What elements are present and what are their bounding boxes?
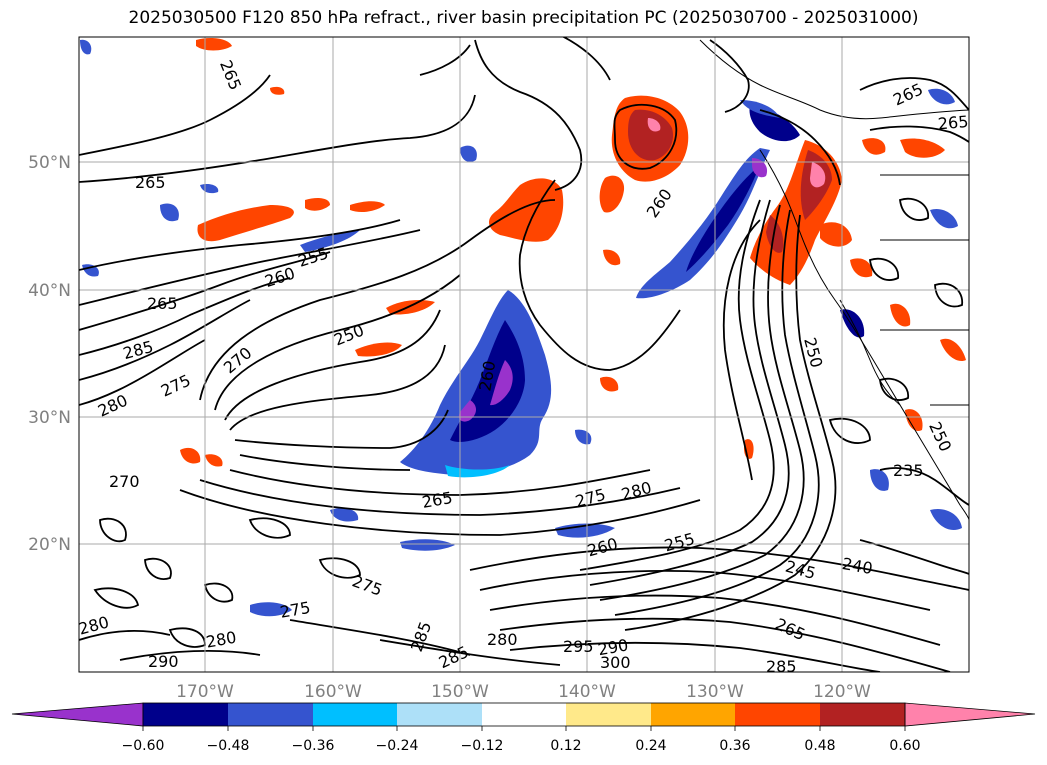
colorbar-tick-label: 0.12 [550,738,581,754]
colorbar-segment [143,703,228,726]
colorbar-tick-label: −0.60 [122,738,165,754]
colorbar-tick-label: 0.24 [635,738,666,754]
colorbar-tick-label: −0.24 [376,738,419,754]
colorbar-tick-label: 0.48 [804,738,835,754]
lat-label-20n: 20°N [28,535,71,555]
lon-label-140w: 140°W [558,682,616,702]
colorbar-segment [651,703,735,726]
colorbar-tick-label: −0.12 [461,738,504,754]
lat-label-40n: 40°N [28,281,71,301]
plot-frame [78,36,970,673]
contour-label: 300 [600,653,631,672]
colorbar-segment [482,703,566,726]
lon-label-160w: 160°W [304,682,362,702]
colorbar-tick-label: −0.36 [292,738,335,754]
map-title: 2025030500 F120 850 hPa refract., river … [128,8,919,28]
colorbar-segment [820,703,905,726]
precip-shading [80,38,966,617]
colorbar-segment [313,703,397,726]
lat-label-30n: 30°N [28,408,71,428]
colorbar-segment [228,703,313,726]
colorbar-tick-label: −0.48 [207,738,250,754]
lon-label-170w: 170°W [176,682,234,702]
colorbar: −0.60 −0.48 −0.36 −0.24 −0.12 0.12 0.24 … [11,702,1036,754]
lon-label-120w: 120°W [813,682,871,702]
colorbar-segment [397,703,482,726]
coastlines [699,39,969,521]
contour-label: 265 [147,294,178,313]
contour-label: 265 [937,112,969,134]
lat-label-50n: 50°N [28,153,71,173]
gridlines [79,37,969,672]
colorbar-segment [735,703,820,726]
refractivity-contours [79,37,969,672]
contour-label: 285 [766,657,797,676]
contour-label: 295 [563,637,594,656]
colorbar-tick-label: 0.60 [889,738,920,754]
lon-label-150w: 150°W [431,682,489,702]
colorbar-tick-label: 0.36 [719,738,750,754]
contour-label: 235 [893,461,924,480]
contour-label: 280 [487,630,518,649]
colorbar-extend-low [11,702,144,727]
contour-label: 290 [148,652,179,671]
lon-label-130w: 130°W [686,682,744,702]
contour-label: 270 [109,472,140,491]
colorbar-segment [566,703,651,726]
contour-label: 265 [135,173,166,192]
colorbar-extend-high [904,702,1036,727]
